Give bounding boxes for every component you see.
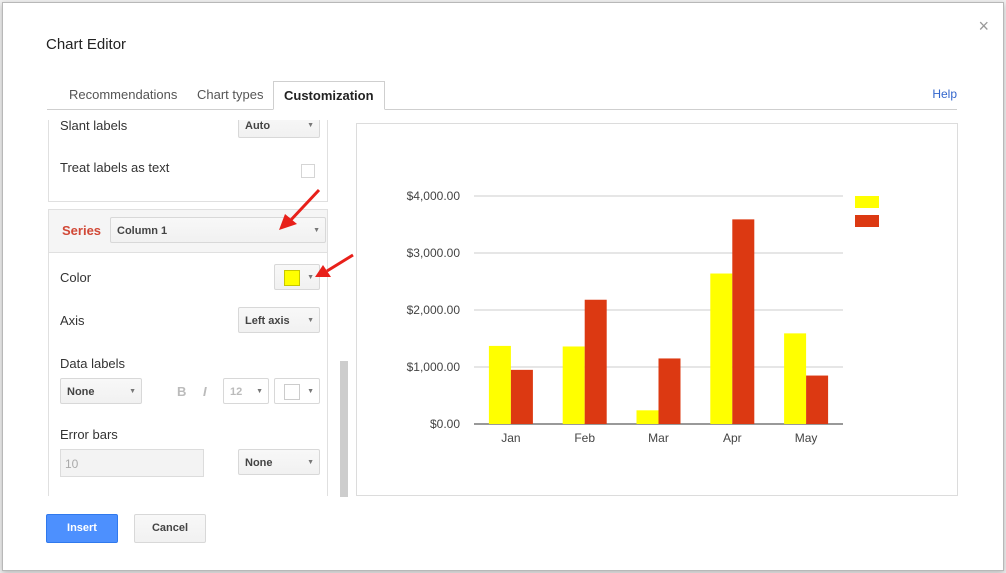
x-tick-label: Mar [648, 431, 669, 445]
data-labels-dropdown[interactable]: None ▼ [60, 378, 142, 404]
chevron-down-icon: ▼ [313, 227, 320, 234]
data-labels-label: Data labels [60, 356, 126, 371]
series-options-section: Color ▼ Axis Left axis ▼ Data labels Non… [48, 253, 328, 496]
slant-labels-dropdown[interactable]: Auto ▼ [238, 120, 320, 138]
error-bars-label: Error bars [60, 427, 118, 442]
bold-icon[interactable]: B [177, 384, 187, 399]
bar [510, 369, 533, 424]
x-tick-label: Apr [723, 431, 742, 445]
legend-swatch [855, 215, 879, 227]
chevron-down-icon: ▼ [307, 274, 314, 281]
treat-labels-label: Treat labels as text [60, 160, 170, 175]
cancel-button[interactable]: Cancel [134, 514, 206, 543]
chevron-down-icon: ▼ [307, 459, 314, 466]
close-icon[interactable]: × [978, 16, 989, 36]
column-chart: $0.00 $1,000.00 $2,000.00 $3,000.00 $4,000.0… [407, 189, 879, 445]
labels-section: Slant labels Auto ▼ Treat labels as text [48, 120, 328, 202]
tab-customization[interactable]: Customization [273, 81, 385, 110]
treat-labels-checkbox[interactable] [301, 164, 315, 178]
error-bars-value: None [245, 457, 273, 469]
y-tick-label: $1,000.00 [407, 360, 461, 374]
color-picker-button[interactable]: ▼ [274, 264, 320, 290]
series-label: Series [62, 223, 102, 238]
slant-labels-value: Auto [245, 120, 271, 132]
dialog-title: Chart Editor [46, 36, 127, 53]
color-swatch [284, 270, 300, 286]
bar [784, 333, 807, 424]
bar [584, 299, 607, 424]
panel-scrollbar[interactable] [340, 361, 348, 497]
font-size-dropdown[interactable]: 12 ▼ [223, 378, 269, 404]
customization-panel: Slant labels Auto ▼ Treat labels as text… [48, 120, 330, 496]
bar [658, 358, 681, 424]
y-tick-label: $4,000.00 [407, 189, 461, 203]
red-arrow-icon [279, 188, 321, 230]
bar [732, 219, 755, 424]
chevron-down-icon: ▼ [307, 317, 314, 324]
font-size-value: 12 [230, 386, 243, 398]
bar [710, 273, 733, 424]
bar [488, 345, 511, 424]
data-labels-value: None [67, 386, 95, 398]
label-color-button[interactable]: ▼ [274, 378, 320, 404]
help-link[interactable]: Help [932, 87, 957, 101]
slant-labels-label: Slant labels [60, 120, 128, 133]
error-bars-dropdown[interactable]: None ▼ [238, 449, 320, 475]
label-color-swatch [284, 384, 300, 400]
chart-preview: $0.00 $1,000.00 $2,000.00 $3,000.00 $4,000.0… [356, 123, 958, 496]
chevron-down-icon: ▼ [256, 388, 263, 395]
error-bars-input: 10 [60, 449, 204, 477]
tab-bar: Recommendations Chart types Customizatio… [47, 81, 957, 110]
y-tick-label: $2,000.00 [407, 303, 461, 317]
tab-recommendations[interactable]: Recommendations [69, 87, 178, 102]
insert-button[interactable]: Insert [46, 514, 118, 543]
bar [806, 375, 829, 424]
axis-value: Left axis [245, 315, 290, 327]
series-header: Series Column 1 ▼ [48, 209, 328, 253]
x-tick-label: May [795, 431, 818, 445]
axis-dropdown[interactable]: Left axis ▼ [238, 307, 320, 333]
series-value: Column 1 [117, 225, 168, 237]
bar [636, 410, 659, 424]
bar [562, 346, 585, 424]
italic-icon[interactable]: I [203, 384, 207, 399]
y-tick-label: $0.00 [430, 417, 460, 431]
x-tick-label: Feb [574, 431, 595, 445]
x-tick-label: Jan [501, 431, 520, 445]
tab-chart-types[interactable]: Chart types [197, 87, 264, 102]
axis-label: Axis [60, 313, 85, 328]
y-tick-label: $3,000.00 [407, 246, 461, 260]
legend-swatch [855, 196, 879, 208]
chevron-down-icon: ▼ [129, 388, 136, 395]
chevron-down-icon: ▼ [307, 388, 314, 395]
color-label: Color [60, 270, 92, 285]
red-arrow-icon [315, 253, 354, 277]
chevron-down-icon: ▼ [307, 122, 314, 129]
